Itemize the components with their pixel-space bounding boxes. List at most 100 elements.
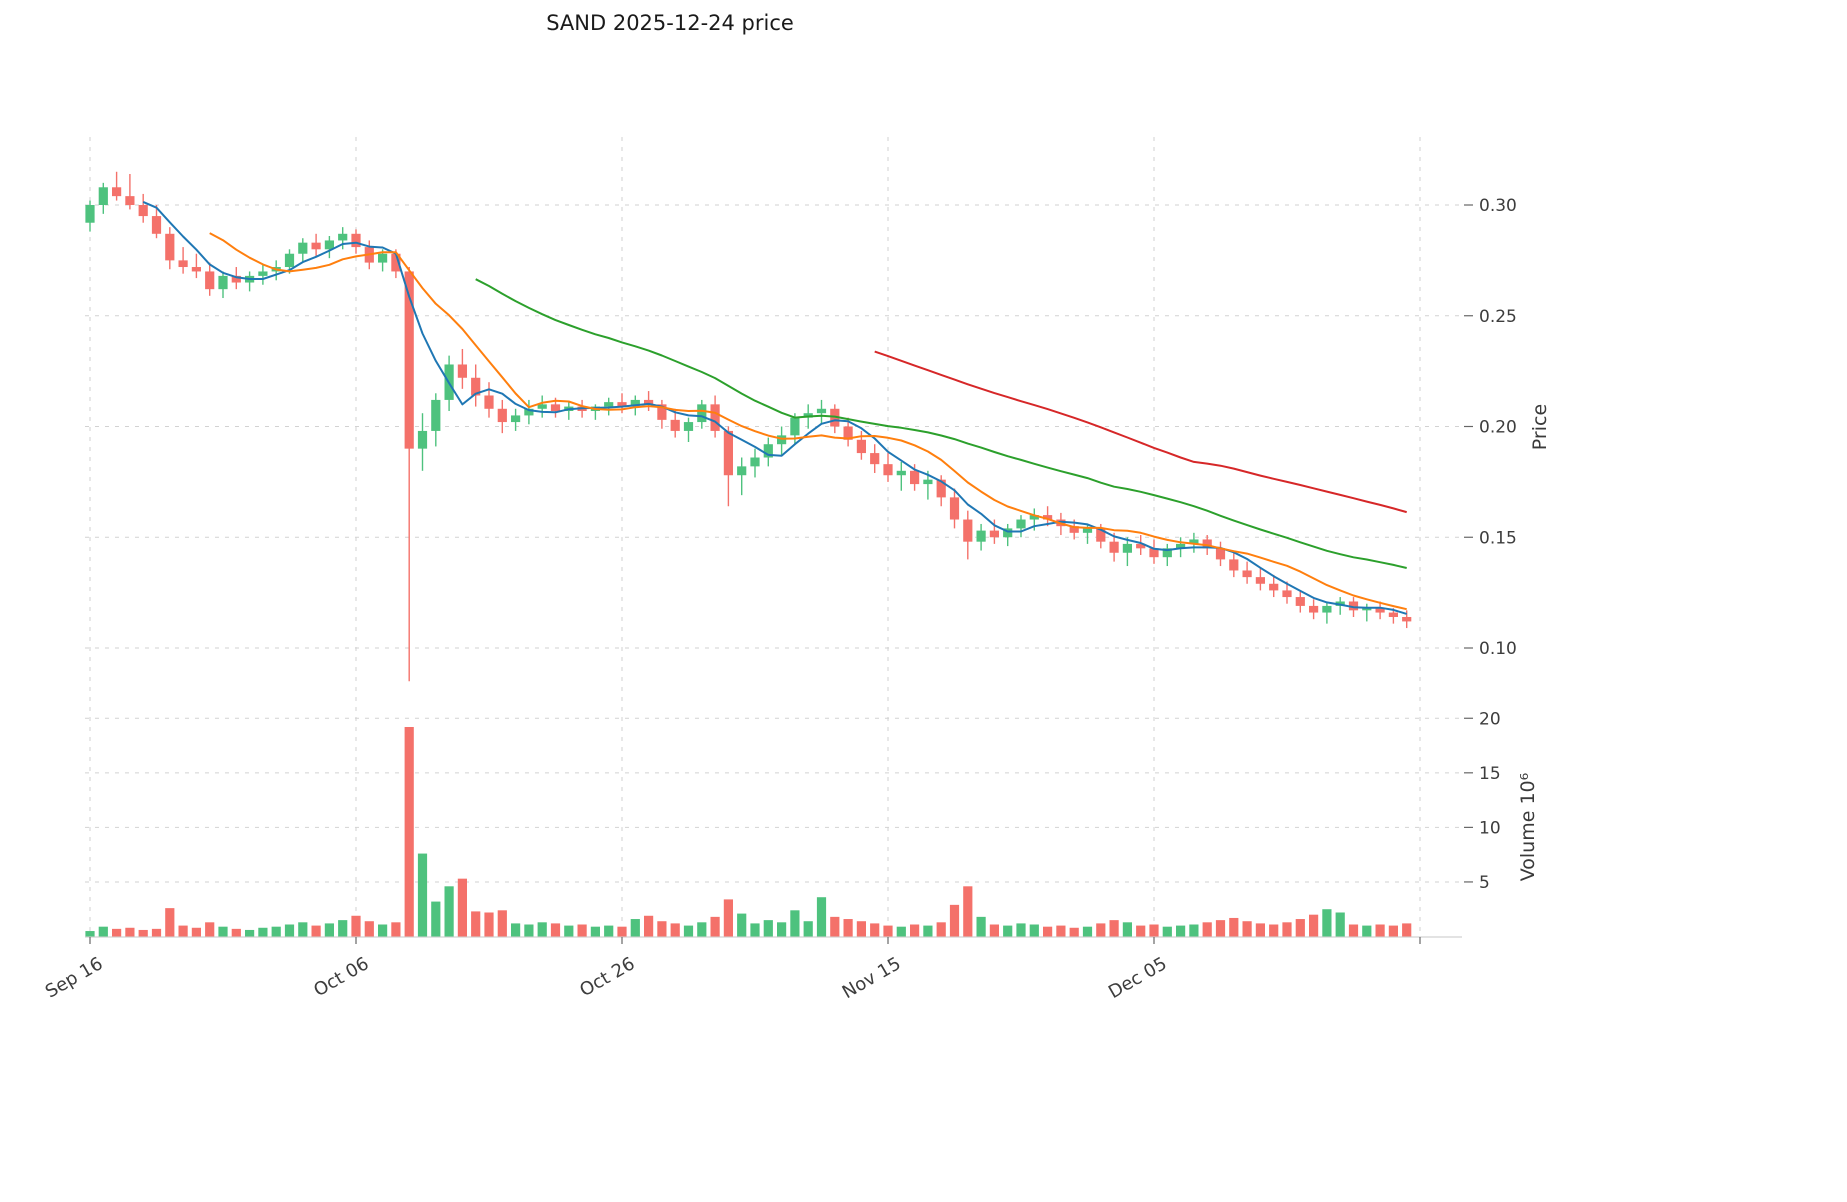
candle-body — [471, 377, 481, 396]
volume-bar — [1362, 925, 1372, 937]
volume-bar — [112, 928, 122, 937]
volume-bar — [511, 923, 521, 937]
volume-bar — [763, 920, 773, 937]
candle-body — [311, 242, 321, 250]
ma-line-30 — [475, 278, 1407, 569]
candle-body — [1176, 543, 1186, 549]
candle-body — [936, 479, 946, 498]
volume-bar — [1056, 925, 1066, 937]
volume-bar — [1215, 920, 1226, 937]
volume-bar — [1229, 917, 1239, 937]
candle-body — [949, 497, 960, 520]
volume-bar — [1322, 909, 1332, 937]
candle-body — [1348, 601, 1359, 611]
candle-body — [870, 453, 880, 465]
candle-body — [324, 240, 334, 250]
candle-body — [484, 395, 494, 409]
volume-bar — [484, 912, 494, 937]
y-tick-label: 0.25 — [1479, 307, 1517, 327]
volume-bar — [790, 910, 800, 937]
volume-bar — [338, 920, 348, 937]
candle-body — [617, 402, 627, 407]
candle-body — [258, 271, 268, 276]
volume-bar — [258, 927, 268, 937]
candle-body — [803, 413, 813, 418]
volume-bar — [843, 919, 853, 937]
volume-bar — [590, 926, 600, 937]
volume-bar — [524, 924, 534, 937]
x-tick-label: Dec 05 — [1105, 953, 1170, 1003]
candle-body — [683, 422, 694, 431]
volume-bar — [298, 922, 308, 937]
volume-bar — [1202, 922, 1212, 937]
volume-bar — [444, 886, 454, 937]
volume-bar — [683, 925, 694, 937]
volume-bar — [923, 925, 933, 937]
y-tick-label: 0.15 — [1479, 528, 1517, 548]
volume-bar — [85, 931, 95, 937]
volume-bar — [657, 921, 667, 937]
volume-bar — [125, 927, 135, 937]
candle-body — [1136, 543, 1146, 549]
volume-bar — [324, 923, 334, 937]
candle-body — [404, 271, 414, 449]
volume-bar — [245, 929, 255, 937]
candle-body — [1388, 612, 1398, 617]
volume-bar — [870, 923, 880, 937]
volume-bar — [271, 926, 281, 937]
volume-bar — [165, 908, 175, 937]
candle-body — [1215, 548, 1226, 560]
volume-bar — [1255, 923, 1265, 937]
candlesticks — [85, 171, 1412, 682]
volume-bar — [1162, 926, 1172, 937]
candle-body — [112, 187, 122, 197]
volume-bar — [816, 897, 827, 937]
ma-line-10 — [209, 232, 1407, 611]
volume-bar — [617, 926, 627, 937]
volume-bar — [976, 916, 986, 937]
candle-body — [1242, 570, 1252, 578]
candle-body — [1096, 528, 1106, 542]
volume-bar — [231, 928, 241, 937]
candle-body — [378, 253, 388, 263]
ma-line-60 — [874, 350, 1407, 514]
volume-bar — [830, 916, 840, 937]
volume-bar — [710, 916, 720, 937]
volume-bar — [1176, 925, 1186, 937]
volume-bar — [98, 926, 108, 937]
volume-bar — [497, 910, 507, 937]
volume-bar — [949, 904, 960, 937]
candle-body — [457, 364, 467, 378]
volume-bar — [1402, 923, 1412, 937]
moving-average-lines — [142, 200, 1407, 615]
candle-body — [165, 233, 175, 261]
volume-bar — [1348, 924, 1359, 937]
candle-body — [750, 457, 760, 467]
candle-body — [125, 196, 135, 205]
volume-bar — [963, 886, 973, 937]
y-tick-label: 10 — [1479, 818, 1501, 838]
volume-bar — [1149, 924, 1159, 937]
volume-bar — [1375, 924, 1385, 937]
candle-body — [630, 399, 640, 407]
volume-bar — [537, 922, 547, 937]
volume-bar — [311, 925, 321, 937]
candle-body — [1162, 548, 1172, 558]
volume-bar — [1096, 923, 1106, 937]
candle-body — [351, 233, 361, 248]
volume-bar — [1016, 923, 1026, 937]
volume-bar — [378, 924, 388, 937]
candle-body — [1229, 559, 1239, 571]
candle-body — [843, 426, 853, 440]
candle-body — [524, 408, 534, 416]
volume-bar — [883, 925, 893, 937]
candle-body — [1109, 541, 1119, 553]
volume-axis-label: Volume 10⁶ — [1517, 773, 1539, 882]
candle-body — [963, 519, 973, 542]
candle-body — [923, 479, 933, 485]
volume-bar — [577, 924, 587, 937]
volume-bar — [856, 921, 866, 937]
y-tick-label: 15 — [1479, 764, 1501, 784]
candle-body — [883, 464, 893, 476]
